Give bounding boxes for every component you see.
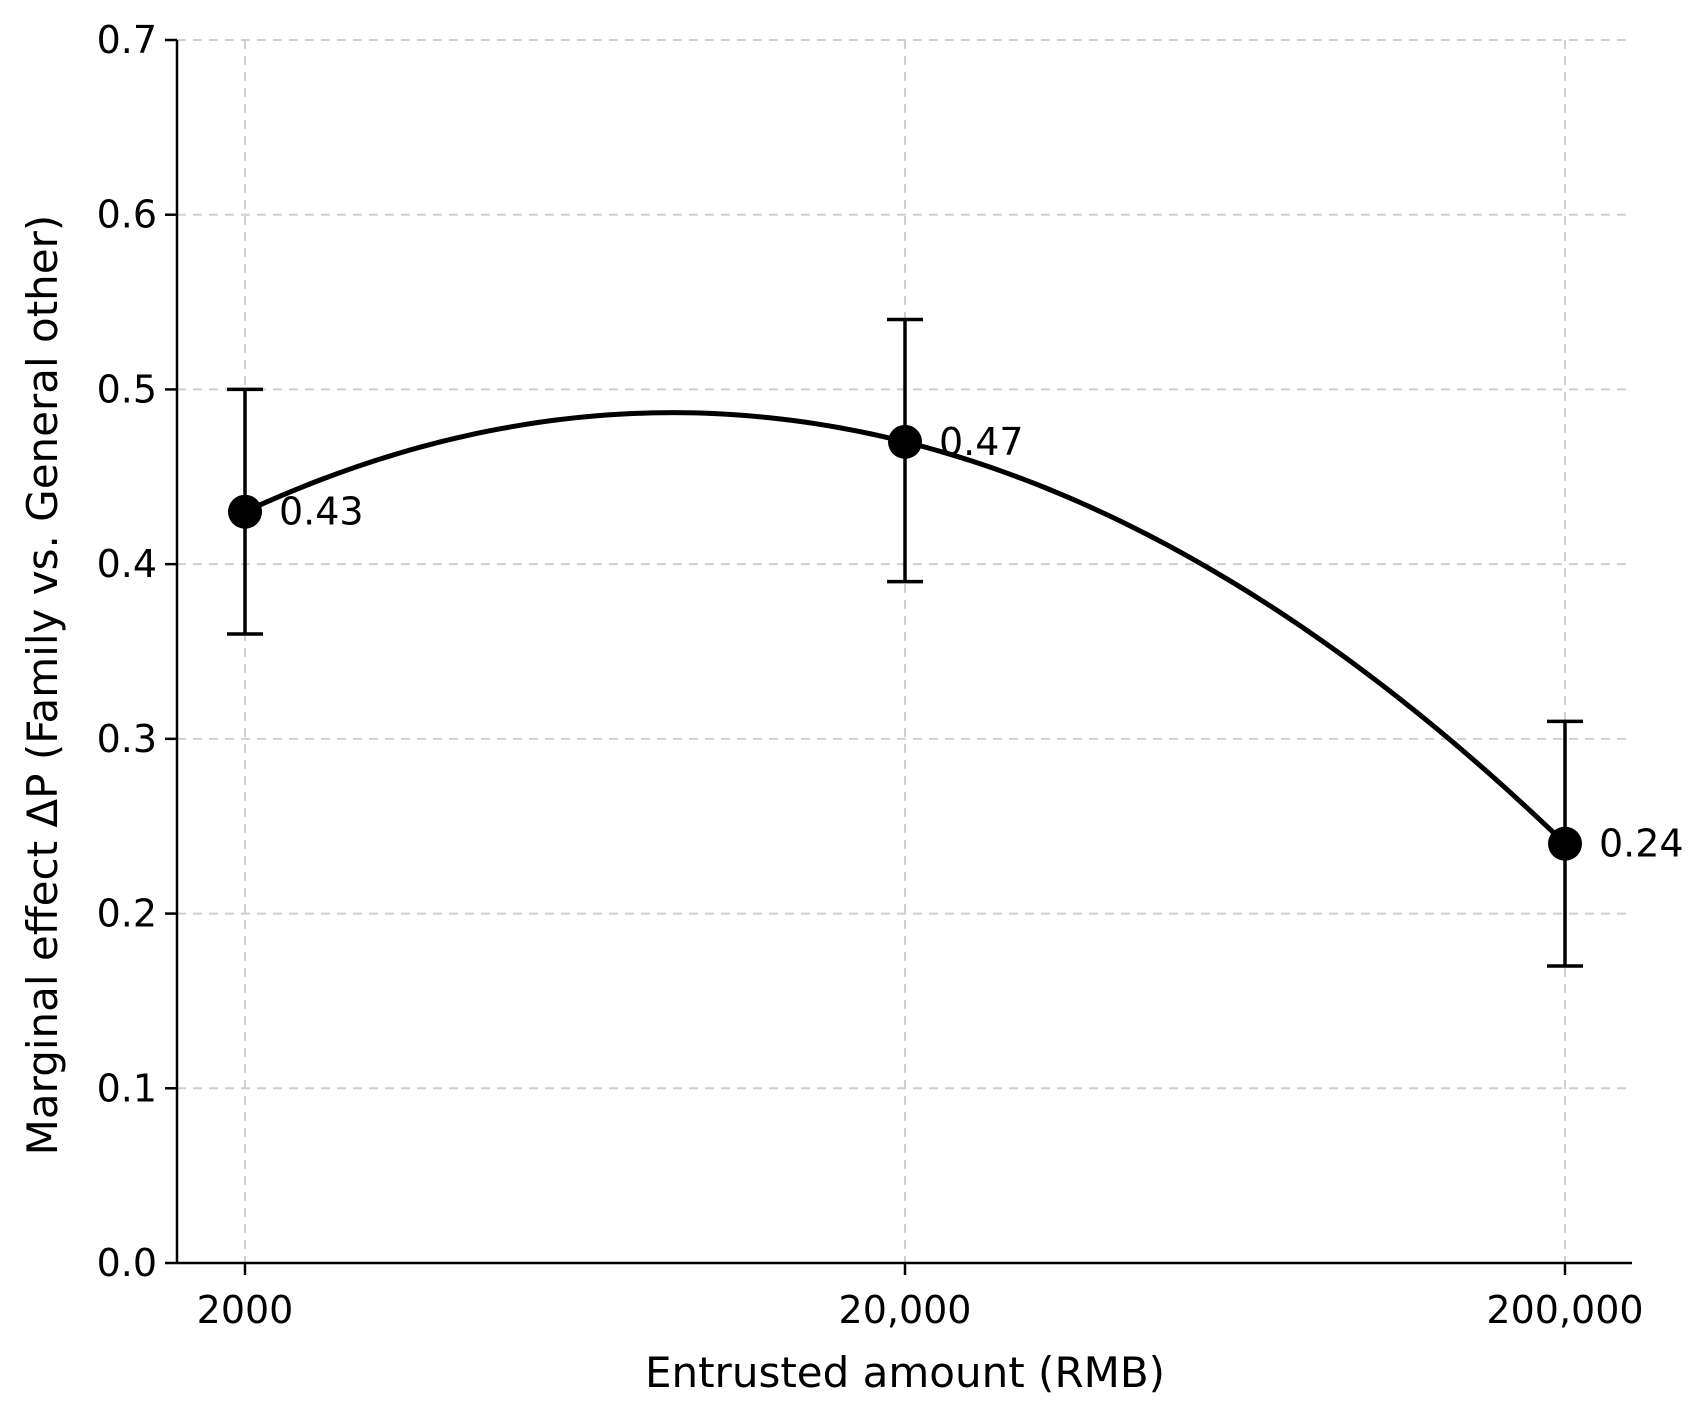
y-tick-label: 0.6 (97, 193, 157, 237)
y-tick-label: 0.1 (97, 1066, 157, 1110)
axes: 0.0 0.1 0.2 0.3 0.4 0.5 0.6 0.7 2000 20,000 200,00… (97, 18, 1644, 1332)
y-tick-label: 0.2 (97, 892, 157, 936)
data-point (1548, 826, 1582, 861)
x-tick-label: 20,000 (839, 1288, 972, 1332)
data-point (228, 494, 262, 529)
grid (177, 39, 1632, 1263)
x-axis-label: Entrusted amount (RMB) (645, 1348, 1165, 1397)
error-bars (227, 317, 1583, 968)
y-axis-label: Marginal effect ΔP (Family vs. General o… (18, 215, 67, 1156)
y-tick-label: 0.4 (97, 542, 157, 586)
data-label: 0.24 (1599, 822, 1684, 866)
data-point (888, 424, 922, 459)
data-label: 0.47 (939, 420, 1024, 464)
y-tick-label: 0.3 (97, 717, 157, 761)
y-tick-label: 0.0 (97, 1241, 157, 1285)
x-tick-label: 2000 (197, 1288, 294, 1332)
data-label: 0.43 (279, 490, 364, 534)
y-tick-label: 0.5 (97, 367, 157, 411)
data-points (228, 424, 1582, 861)
x-tick-label: 200,000 (1486, 1288, 1643, 1332)
data-labels: 0.43 0.47 0.24 (279, 420, 1684, 866)
y-tick-label: 0.7 (97, 18, 157, 62)
